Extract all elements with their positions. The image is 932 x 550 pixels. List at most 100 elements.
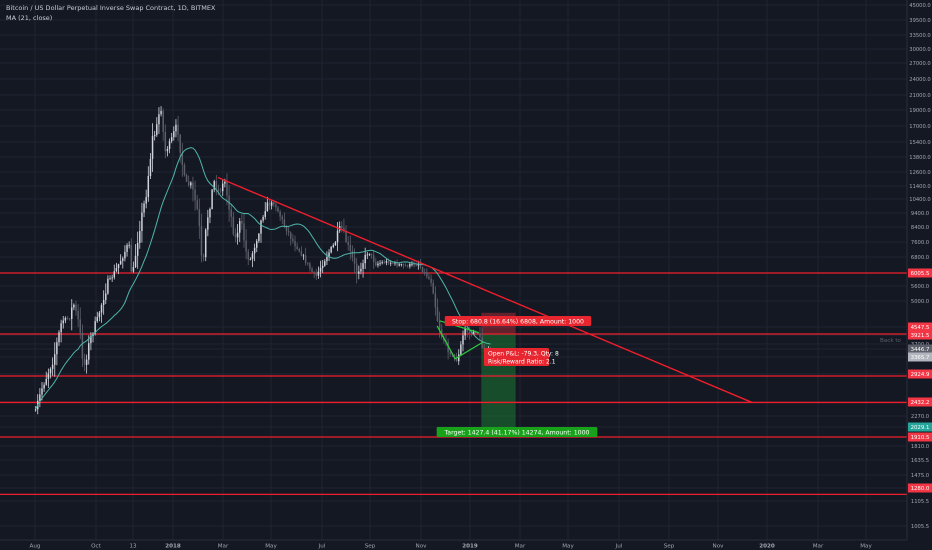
candle-body	[253, 247, 256, 254]
candle	[207, 209, 209, 237]
candle	[353, 248, 356, 273]
candle-body	[151, 136, 154, 159]
price-tag: 4547.5	[911, 325, 930, 331]
candle	[292, 234, 294, 244]
candle-body	[164, 131, 167, 152]
pnl-box[interactable]	[484, 348, 549, 366]
candle-body	[266, 202, 269, 212]
candle-body	[302, 255, 305, 257]
candle-body	[290, 232, 292, 239]
candle-body	[105, 293, 107, 301]
price-tag: 3446.7	[911, 347, 930, 353]
candle-body	[219, 190, 222, 192]
candle-body	[217, 188, 220, 191]
time-tick-label: May	[265, 544, 277, 550]
candle-body	[194, 189, 196, 201]
candle-body	[366, 254, 369, 256]
time-tick-label: Sep	[365, 544, 376, 550]
candle	[58, 330, 60, 346]
candle-body	[117, 264, 120, 269]
candle-body	[432, 282, 434, 294]
candle	[334, 241, 337, 246]
candle-body	[192, 182, 194, 190]
candle	[260, 219, 262, 243]
candle-body	[470, 333, 473, 335]
candle	[409, 262, 411, 269]
candle-body	[79, 319, 82, 333]
candle	[287, 226, 290, 237]
ma-line[interactable]	[35, 147, 491, 410]
candle-body	[158, 114, 160, 125]
candle	[107, 275, 109, 295]
candle-body	[358, 271, 360, 274]
candle-body	[145, 197, 147, 204]
candle-body	[168, 141, 171, 149]
candle	[375, 258, 377, 267]
candle	[141, 202, 143, 243]
candle-body	[141, 212, 143, 231]
candle	[300, 246, 303, 257]
candle	[126, 243, 128, 257]
candle-body	[113, 271, 116, 278]
candle-body	[381, 262, 383, 264]
price-tick-label: 7600.0	[911, 240, 929, 246]
candle	[132, 261, 135, 273]
candle-body	[60, 323, 62, 333]
candle	[432, 279, 434, 295]
stop-label-box[interactable]	[444, 316, 592, 326]
candle-body	[107, 278, 109, 294]
candle	[230, 204, 232, 227]
stop-label: Stop: 680.8 (16.64%) 6808, Amount: 1000	[452, 318, 584, 325]
candle	[421, 266, 424, 273]
candle	[336, 222, 339, 252]
candle-body	[383, 262, 386, 264]
price-tick-label: 1635.5	[911, 458, 929, 464]
candle-body	[255, 240, 258, 248]
candle-body	[283, 219, 286, 226]
candle	[122, 256, 124, 269]
candle	[400, 263, 403, 267]
candle-body	[368, 253, 371, 255]
candle-body	[377, 263, 379, 266]
price-tick-label: 5000.0	[911, 299, 929, 305]
candle	[194, 180, 196, 211]
target-label-box[interactable]	[436, 427, 598, 437]
price-tag-box	[908, 432, 932, 442]
candle	[160, 106, 162, 117]
pnl-label: Open P&L: -79.3, Qty: 8	[488, 351, 559, 358]
candle	[41, 381, 43, 401]
candle-body	[332, 245, 335, 247]
candle-body	[349, 244, 352, 251]
time-tick-label: Jul	[615, 544, 623, 550]
candle-body	[347, 242, 349, 245]
price-tick-label: 1475.0	[911, 473, 929, 479]
chart-title: Bitcoin / US Dollar Perpetual Inverse Sw…	[6, 4, 216, 12]
candle	[302, 253, 305, 260]
candle	[330, 246, 332, 254]
candle-body	[449, 352, 451, 355]
candle	[173, 126, 175, 141]
candle-body	[472, 331, 475, 335]
candle	[479, 326, 481, 341]
position-labels: Stop: 680.8 (16.64%) 6808, Amount: 1000 T…	[436, 316, 598, 437]
candle	[381, 260, 383, 265]
candle	[324, 259, 326, 267]
candle-body	[232, 216, 235, 235]
price-tick-label: 15400.0	[909, 140, 930, 146]
candle-body	[258, 233, 260, 241]
price-tick-label: 1810.0	[911, 444, 929, 450]
candle	[88, 335, 90, 365]
time-tick-label: May	[860, 544, 872, 550]
candle-body	[128, 245, 130, 246]
candle	[266, 196, 269, 212]
price-tick-label: 11400.0	[909, 184, 930, 190]
price-tick-label: 19000.0	[909, 108, 930, 114]
wedge-lower[interactable]	[436, 325, 485, 360]
candle	[75, 300, 77, 316]
candle-body	[132, 266, 135, 272]
indicator-legend[interactable]: MA (21, close)	[6, 14, 53, 22]
trendline[interactable]	[217, 176, 753, 404]
candle-body	[198, 209, 201, 227]
